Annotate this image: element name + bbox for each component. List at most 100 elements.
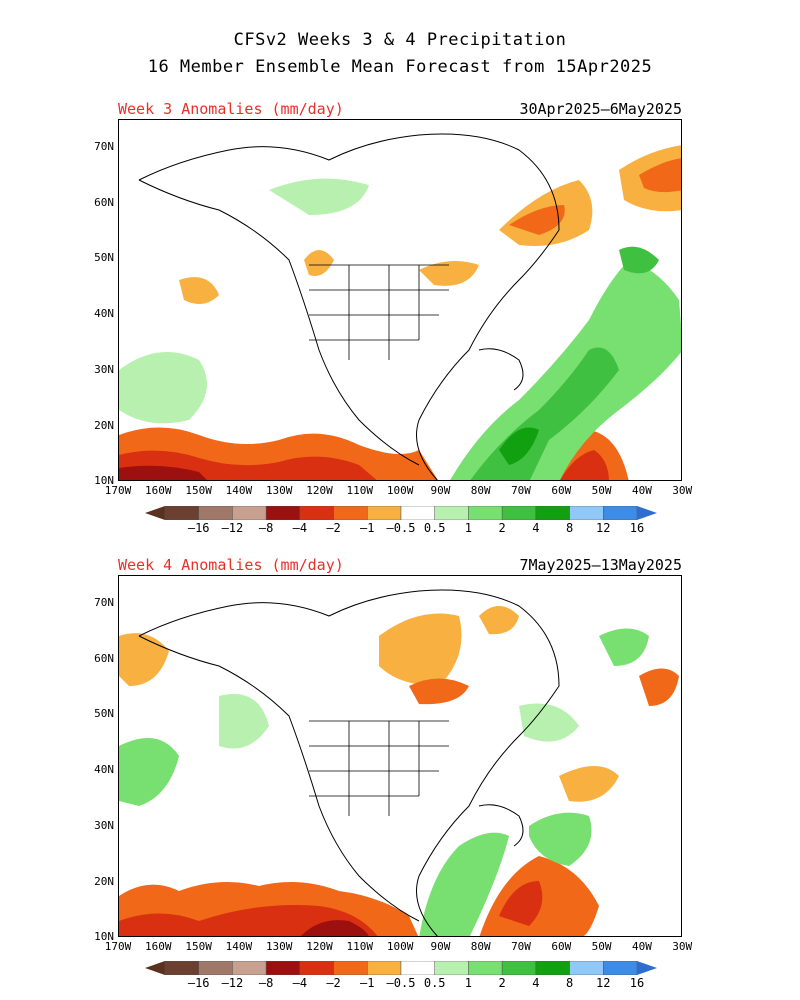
anomaly-region <box>599 628 649 666</box>
lon-label: 90W <box>430 940 451 953</box>
lat-label: 40N <box>94 763 114 777</box>
lat-label: 70N <box>94 596 114 609</box>
colorbar-swatch <box>501 505 537 521</box>
colorbar-swatch <box>501 960 537 976</box>
colorbar-swatch <box>232 960 267 976</box>
coastline <box>478 348 524 391</box>
anomaly-region <box>269 178 369 215</box>
colorbar-label: 0.5 <box>423 521 446 535</box>
lon-label: 130W <box>265 484 293 497</box>
anomaly-region <box>379 613 462 686</box>
anomaly-region <box>499 881 543 926</box>
colorbar-swatch <box>468 505 503 521</box>
colorbar-swatch <box>400 960 435 976</box>
anomaly-region <box>560 450 609 480</box>
anomaly-region <box>119 633 169 686</box>
lon-label: 170W <box>104 484 132 497</box>
colorbar-2-svg <box>145 960 657 976</box>
lon-label: 110W <box>346 940 374 953</box>
colorbar-swatch <box>603 960 638 976</box>
lat-label: 20N <box>94 874 114 888</box>
colorbar-label: 8 <box>565 976 574 990</box>
colorbar-swatch <box>434 960 469 976</box>
anomaly-region <box>450 260 681 480</box>
anomaly-region <box>119 738 179 806</box>
lon-label: 80W <box>470 940 491 953</box>
colorbar-label: –16 <box>187 976 210 990</box>
panel-1-dates: 30Apr2025–6May2025 <box>519 100 682 118</box>
lat-label: 30N <box>94 818 114 832</box>
colorbar-label: 0.5 <box>423 976 446 990</box>
colorbar-swatch <box>265 505 301 521</box>
anomaly-region <box>529 812 592 866</box>
colorbar-swatch <box>468 960 503 976</box>
colorbar-label: 1 <box>464 521 473 535</box>
coastline <box>138 635 420 922</box>
lon-label: 70W <box>511 484 531 497</box>
colorbar-label: –0.5 <box>386 521 416 535</box>
state-borders <box>309 264 449 360</box>
panel-2-dates: 7May2025–13May2025 <box>519 556 682 574</box>
panel-1-map-canvas <box>119 133 681 480</box>
lat-label: 50N <box>94 707 114 721</box>
anomaly-region <box>499 427 539 465</box>
panel-1-map <box>118 119 682 481</box>
colorbar-label: 8 <box>565 521 574 535</box>
lon-label: 160W <box>145 940 172 953</box>
anomaly-region <box>619 246 659 274</box>
colorbar-label: –2 <box>326 521 341 535</box>
lon-label: 140W <box>225 940 253 953</box>
colorbar-label: –12 <box>221 521 244 535</box>
colorbar-end-right <box>637 961 657 975</box>
colorbar-label: 2 <box>498 521 506 535</box>
anomaly-region <box>119 352 207 424</box>
panel-2-map-canvas <box>119 589 679 936</box>
lon-label: 150W <box>185 484 212 497</box>
lon-label: 140W <box>225 484 253 497</box>
colorbar-label: 1 <box>464 976 473 990</box>
lat-label: 70N <box>94 140 114 153</box>
coastline <box>478 804 524 847</box>
lon-label: 160W <box>145 484 172 497</box>
colorbar-swatch <box>198 960 233 976</box>
colorbar-swatch <box>198 505 233 521</box>
colorbar-swatch <box>333 960 368 976</box>
lat-label: 60N <box>94 651 114 665</box>
colorbar-swatch <box>535 505 570 521</box>
colorbar-label: 16 <box>629 976 645 990</box>
lon-label: 40W <box>631 484 652 497</box>
colorbar-label: 12 <box>596 521 611 535</box>
colorbar-label: –8 <box>258 521 274 535</box>
lat-label: 30N <box>94 362 114 376</box>
lon-label: 80W <box>470 484 491 497</box>
chart-title-line-2: 16 Member Ensemble Mean Forecast from 15… <box>147 57 653 77</box>
colorbar-swatch <box>299 505 334 521</box>
anomaly-region <box>301 920 369 936</box>
colorbar-swatch <box>535 960 570 976</box>
colorbar-label: 2 <box>498 976 506 990</box>
colorbar-swatch <box>299 960 334 976</box>
colorbar-2 <box>145 960 657 976</box>
colorbar-1-svg <box>145 505 657 521</box>
lat-label: 10N <box>94 930 114 944</box>
lon-label: 30W <box>672 484 693 497</box>
lon-label: 50W <box>591 484 612 497</box>
colorbar-swatch <box>164 960 199 976</box>
lon-label: 170W <box>104 940 132 953</box>
colorbar-label: 16 <box>629 521 645 535</box>
anomaly-region <box>409 678 469 705</box>
colorbar-swatch <box>569 505 604 521</box>
colorbar-swatch <box>265 960 301 976</box>
colorbar-label: 4 <box>532 976 540 990</box>
anomaly-region <box>179 277 219 304</box>
colorbar-swatch <box>333 505 368 521</box>
colorbar-label: –2 <box>326 976 341 990</box>
anomaly-region <box>509 205 565 235</box>
anomaly-region <box>519 703 579 742</box>
lon-label: 40W <box>631 940 652 953</box>
colorbar-label: –1 <box>360 976 375 990</box>
lon-label: 150W <box>185 940 212 953</box>
lon-label: 120W <box>306 484 333 497</box>
colorbar-label: –1 <box>360 521 375 535</box>
lat-label: 20N <box>94 418 114 432</box>
